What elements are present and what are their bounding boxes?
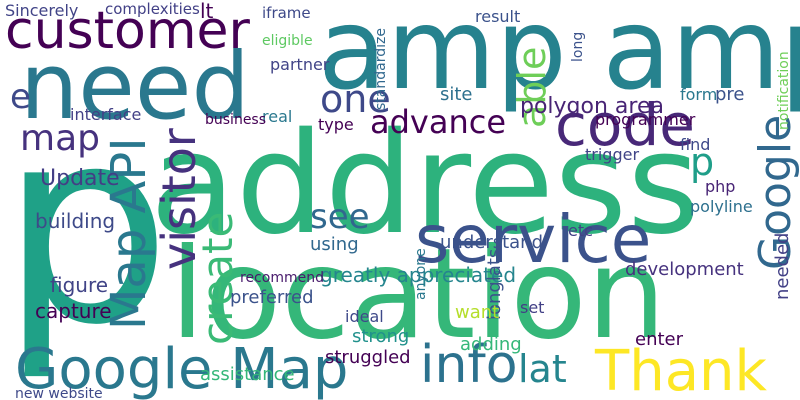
cloud-word: struggled	[325, 347, 411, 368]
cloud-word: customer	[5, 1, 250, 61]
cloud-word: assistance	[200, 364, 295, 385]
cloud-word: code	[555, 91, 695, 159]
cloud-word: site	[440, 84, 473, 105]
cloud-word: service	[415, 201, 651, 278]
cloud-word: result	[475, 7, 520, 26]
cloud-word: partner	[270, 55, 330, 74]
cloud-word: Thank	[594, 339, 768, 400]
cloud-word: strong	[352, 326, 409, 347]
cloud-word: interface	[70, 105, 141, 124]
cloud-word: able	[510, 47, 554, 128]
cloud-word: map	[20, 118, 100, 159]
cloud-word: location	[170, 222, 666, 367]
cloud-word: see	[310, 197, 370, 237]
cloud-word: greatly appreciated	[320, 263, 516, 287]
cloud-word: adding	[460, 334, 522, 355]
cloud-word: capture	[35, 299, 112, 323]
cloud-word: longlats	[484, 249, 505, 320]
cloud-word: advance	[370, 103, 506, 141]
cloud-word: complexities	[105, 0, 200, 18]
cloud-word: pre	[715, 84, 745, 105]
cloud-word: real	[262, 107, 292, 126]
cloud-word: Sincerely	[5, 1, 78, 20]
cloud-word: e	[10, 77, 31, 117]
cloud-word: eligible	[262, 33, 313, 49]
cloud-word: lt	[200, 0, 214, 23]
cloud-word: etc	[568, 221, 593, 240]
cloud-word: p	[690, 140, 714, 184]
cloud-word: development	[625, 259, 744, 280]
cloud-word: amp amp	[318, 0, 800, 115]
cloud-word: programmer	[595, 110, 696, 129]
cloud-word: php	[705, 177, 735, 196]
cloud-word: building	[35, 209, 115, 233]
cloud-word: ideal	[345, 307, 384, 326]
cloud-word: want	[455, 302, 499, 323]
cloud-word: figure	[50, 273, 108, 297]
cloud-word: iframe	[262, 4, 311, 22]
cloud-word: set	[520, 298, 544, 317]
cloud-word: preferred	[230, 287, 314, 308]
cloud-word: Map API	[101, 138, 157, 331]
cloud-word: Update	[40, 166, 120, 191]
cloud-word: using	[310, 234, 359, 255]
cloud-word: lat	[518, 347, 567, 391]
cloud-word: visitor	[152, 128, 206, 270]
cloud-word: polyline	[690, 197, 753, 216]
cloud-word: enter	[635, 329, 684, 350]
cloud-word: new website	[15, 386, 103, 400]
cloud-word: business	[205, 112, 266, 128]
cloud-word: notification	[776, 51, 792, 130]
cloud-word: form	[680, 85, 717, 104]
cloud-word: type	[318, 115, 354, 134]
cloud-word: find	[680, 135, 710, 154]
cloud-word: one	[320, 77, 391, 121]
cloud-word: Google	[750, 115, 800, 270]
cloud-word: needed	[772, 233, 793, 300]
cloud-word: create	[193, 212, 242, 345]
cloud-word: understand	[440, 232, 543, 253]
cloud-word: recommend	[240, 270, 324, 286]
cloud-word: Google Map	[15, 337, 348, 400]
cloud-word: polygon area	[520, 94, 664, 119]
cloud-word: standardize	[373, 28, 389, 110]
cloud-word: p	[0, 69, 171, 384]
cloud-word: long	[570, 32, 586, 62]
cloud-word: anyone	[413, 248, 429, 300]
cloud-word: address	[150, 103, 700, 266]
cloud-word: trigger	[585, 145, 639, 164]
cloud-word: info	[420, 335, 518, 395]
cloud-word: need	[20, 33, 250, 140]
